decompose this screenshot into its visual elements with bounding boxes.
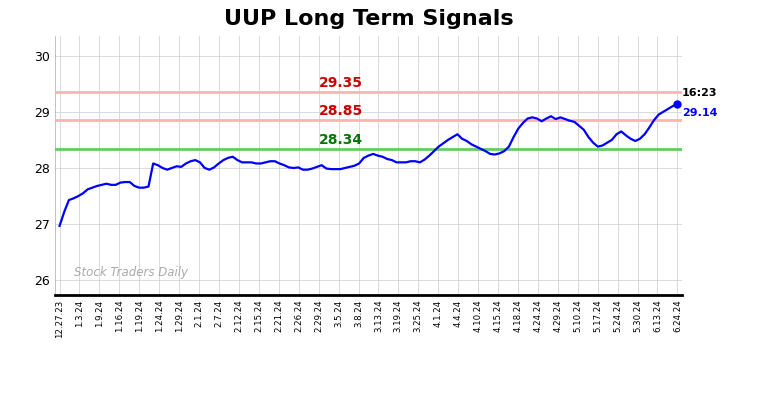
Text: 28.85: 28.85 <box>319 105 363 119</box>
Text: 16:23: 16:23 <box>682 88 717 98</box>
Text: Stock Traders Daily: Stock Traders Daily <box>74 266 187 279</box>
Title: UUP Long Term Signals: UUP Long Term Signals <box>223 9 514 29</box>
Text: 28.34: 28.34 <box>319 133 363 147</box>
Text: 29.14: 29.14 <box>682 108 717 118</box>
Text: 29.35: 29.35 <box>319 76 363 90</box>
